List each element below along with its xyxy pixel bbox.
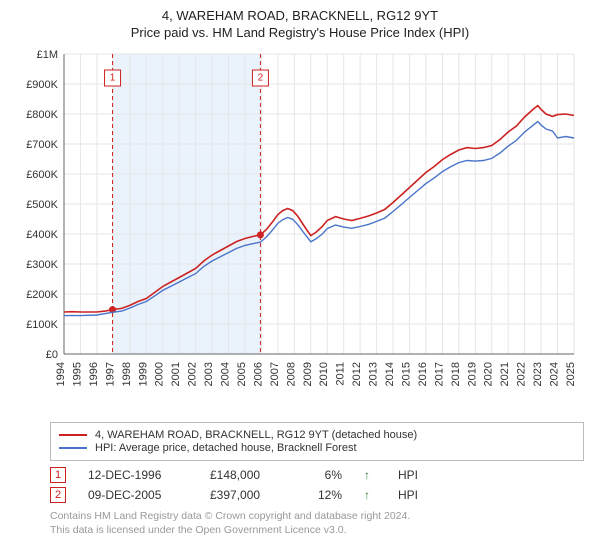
- chart-svg: £0 £100K £200K £300K £400K £500K £600K £700K £80…: [14, 48, 586, 418]
- attribution-footer: Contains HM Land Registry data © Crown c…: [50, 509, 584, 537]
- svg-text:2004: 2004: [220, 362, 232, 386]
- svg-text:£0: £0: [46, 349, 58, 361]
- chart-plot-area: £0 £100K £200K £300K £400K £500K £600K £700K £80…: [14, 48, 586, 418]
- legend: 4, WAREHAM ROAD, BRACKNELL, RG12 9YT (de…: [50, 422, 584, 461]
- svg-text:1: 1: [110, 73, 116, 84]
- transaction-row: 2 09-DEC-2005 £397,000 12% ↑ HPI: [50, 487, 584, 503]
- svg-text:2010: 2010: [318, 362, 330, 386]
- svg-text:1997: 1997: [104, 362, 116, 386]
- transaction-marker-box: 1: [50, 467, 66, 483]
- svg-text:£1M: £1M: [37, 49, 58, 61]
- up-arrow-icon: ↑: [364, 488, 376, 502]
- svg-text:1999: 1999: [137, 362, 149, 386]
- svg-text:2017: 2017: [433, 362, 445, 386]
- svg-text:2001: 2001: [170, 362, 182, 386]
- svg-text:2005: 2005: [236, 362, 248, 386]
- svg-text:2022: 2022: [516, 362, 528, 386]
- transaction-pct: 12%: [302, 488, 342, 502]
- svg-text:£500K: £500K: [26, 199, 58, 211]
- svg-text:2016: 2016: [417, 362, 429, 386]
- svg-text:2014: 2014: [384, 362, 396, 386]
- svg-text:2015: 2015: [400, 362, 412, 386]
- transaction-price: £397,000: [210, 488, 280, 502]
- svg-text:2006: 2006: [252, 362, 264, 386]
- svg-text:1996: 1996: [88, 362, 100, 386]
- svg-text:£600K: £600K: [26, 169, 58, 181]
- svg-text:2002: 2002: [187, 362, 199, 386]
- svg-text:2003: 2003: [203, 362, 215, 386]
- footer-line-1: Contains HM Land Registry data © Crown c…: [50, 509, 584, 523]
- svg-text:2024: 2024: [549, 362, 561, 386]
- svg-text:£900K: £900K: [26, 79, 58, 91]
- transaction-date: 12-DEC-1996: [88, 468, 188, 482]
- svg-text:2023: 2023: [532, 362, 544, 386]
- svg-text:£100K: £100K: [26, 319, 58, 331]
- svg-text:1995: 1995: [71, 362, 83, 386]
- legend-color-swatch: [59, 434, 87, 436]
- svg-text:£800K: £800K: [26, 109, 58, 121]
- svg-text:£700K: £700K: [26, 139, 58, 151]
- svg-text:£200K: £200K: [26, 289, 58, 301]
- svg-text:£400K: £400K: [26, 229, 58, 241]
- svg-text:2019: 2019: [466, 362, 478, 386]
- svg-text:2008: 2008: [285, 362, 297, 386]
- up-arrow-icon: ↑: [364, 468, 376, 482]
- legend-item: HPI: Average price, detached house, Brac…: [59, 442, 575, 454]
- svg-text:2021: 2021: [499, 362, 511, 386]
- transaction-suffix: HPI: [398, 488, 418, 502]
- legend-label: HPI: Average price, detached house, Brac…: [95, 442, 357, 454]
- svg-text:2011: 2011: [335, 362, 347, 386]
- svg-text:1998: 1998: [121, 362, 133, 386]
- transaction-price: £148,000: [210, 468, 280, 482]
- svg-text:1994: 1994: [55, 362, 67, 386]
- svg-text:2018: 2018: [450, 362, 462, 386]
- chart-container: 4, WAREHAM ROAD, BRACKNELL, RG12 9YT Pri…: [0, 0, 600, 560]
- svg-text:2009: 2009: [302, 362, 314, 386]
- svg-text:2: 2: [258, 73, 264, 84]
- legend-item: 4, WAREHAM ROAD, BRACKNELL, RG12 9YT (de…: [59, 429, 575, 441]
- svg-text:2020: 2020: [483, 362, 495, 386]
- footer-line-2: This data is licensed under the Open Gov…: [50, 523, 584, 537]
- legend-label: 4, WAREHAM ROAD, BRACKNELL, RG12 9YT (de…: [95, 429, 417, 441]
- transaction-date: 09-DEC-2005: [88, 488, 188, 502]
- transactions-table: 1 12-DEC-1996 £148,000 6% ↑ HPI 2 09-DEC-2005 £3…: [50, 467, 584, 503]
- svg-text:2012: 2012: [351, 362, 363, 386]
- transaction-pct: 6%: [302, 468, 342, 482]
- svg-text:2000: 2000: [154, 362, 166, 386]
- chart-subtitle: Price paid vs. HM Land Registry's House …: [14, 25, 586, 40]
- svg-text:2025: 2025: [565, 362, 577, 386]
- chart-title: 4, WAREHAM ROAD, BRACKNELL, RG12 9YT: [14, 8, 586, 23]
- svg-text:£300K: £300K: [26, 259, 58, 271]
- transaction-marker-box: 2: [50, 487, 66, 503]
- transaction-row: 1 12-DEC-1996 £148,000 6% ↑ HPI: [50, 467, 584, 483]
- svg-text:2013: 2013: [368, 362, 380, 386]
- transaction-suffix: HPI: [398, 468, 418, 482]
- svg-text:2007: 2007: [269, 362, 281, 386]
- legend-color-swatch: [59, 447, 87, 449]
